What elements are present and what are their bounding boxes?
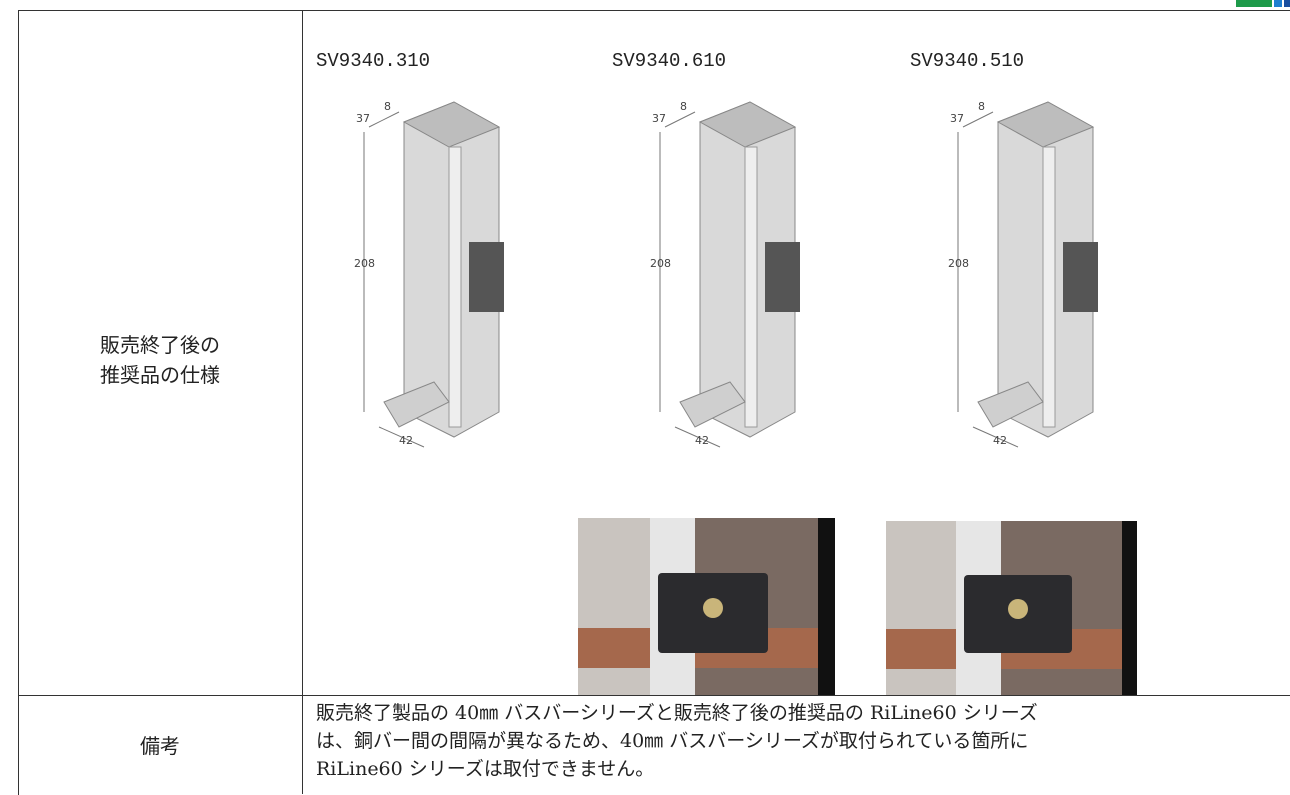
remark-line: 販売終了製品の 40㎜ バスバーシリーズと販売終了後の推奨品の RiLine60…	[316, 702, 1038, 724]
dimension-label: 8	[978, 100, 985, 113]
dimension-label: 8	[680, 100, 687, 113]
label-line: 販売終了後の	[100, 333, 220, 357]
label-line: 推奨品の仕様	[100, 363, 220, 387]
dimension-label: 42	[993, 434, 1007, 447]
remark: 販売終了製品の 40㎜ バスバーシリーズと販売終了後の推奨品の RiLine60…	[316, 699, 1038, 783]
dimension-label: 8	[384, 100, 391, 113]
product-drawing: 8 37 208 42	[354, 100, 504, 448]
dimension-label: 37	[950, 112, 964, 125]
photo	[578, 518, 835, 695]
product-code: SV9340.310	[316, 50, 431, 72]
dimension-label: 208	[650, 257, 671, 270]
dimension-label: 37	[356, 112, 370, 125]
row-divider	[18, 695, 1290, 696]
photo	[886, 521, 1137, 695]
dimension-label: 42	[695, 434, 709, 447]
remark-line: RiLine60 シリーズは取付できません。	[316, 758, 655, 780]
logo	[1236, 0, 1290, 7]
remark-line: は、銅バー間の間隔が異なるため、40㎜ バスバーシリーズが取付られている箇所に	[316, 730, 1029, 752]
table-frame	[18, 10, 1290, 795]
dimension-label: 208	[354, 257, 375, 270]
dimension-label: 37	[652, 112, 666, 125]
dimension-label: 208	[948, 257, 969, 270]
row-label: 販売終了後の 推奨品の仕様	[18, 330, 302, 390]
dimension-label: 42	[399, 434, 413, 447]
column-divider	[302, 10, 303, 794]
row-label: 備考	[140, 734, 180, 758]
product-drawing: 8 37 208 42	[948, 100, 1098, 448]
product-code: SV9340.610	[612, 50, 727, 72]
product-code: SV9340.510	[910, 50, 1025, 72]
product-drawing: 8 37 208 42	[650, 100, 800, 448]
